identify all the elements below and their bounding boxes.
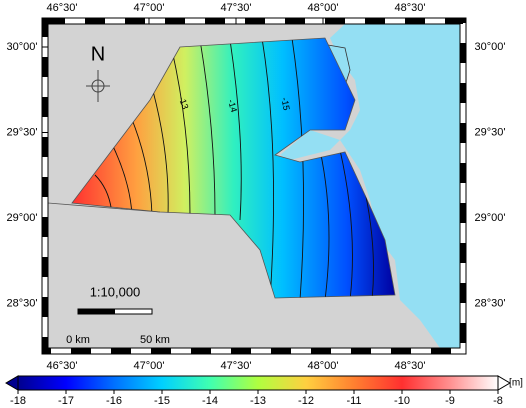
- colorbar-tick-label: -12: [298, 395, 314, 407]
- scale-bar: [77, 308, 153, 315]
- colorbar-tick-label: -14: [202, 395, 218, 407]
- colorbar: [17, 375, 499, 391]
- frame-outer: [41, 17, 467, 355]
- colorbar-tick-label: -15: [154, 395, 170, 407]
- north-label: N: [91, 43, 105, 65]
- lon-label: 47°30': [221, 360, 252, 372]
- lon-label: 48°30': [395, 2, 426, 14]
- contour-label: -15: [280, 97, 292, 112]
- lon-label: 46°30': [47, 360, 78, 372]
- lon-label: 47°30': [221, 2, 252, 14]
- lon-label: 46°30': [47, 2, 78, 14]
- colorbar-low: [5, 375, 19, 391]
- lat-label: 29°30': [475, 126, 506, 138]
- compass: [86, 70, 110, 102]
- colorbar-tick-label: -13: [250, 395, 266, 407]
- colorbar-tick-label: -10: [394, 395, 410, 407]
- contour-label: -14: [226, 98, 239, 113]
- border: [47, 202, 161, 213]
- lat-label: 29°30': [7, 126, 38, 138]
- lon-label: 48°00': [308, 360, 339, 372]
- sea: [280, 24, 460, 348]
- kuwait: [71, 37, 396, 299]
- lat-label: 28°30': [475, 297, 506, 309]
- colorbar-tick-label: -9: [445, 395, 455, 407]
- lon-label: 48°30': [395, 360, 426, 372]
- scale-start: 0 km: [66, 334, 90, 346]
- colorbar-tick-label: -18: [10, 395, 26, 407]
- lat-label: 29°00': [475, 212, 506, 224]
- scale-end: 50 km: [140, 334, 170, 346]
- frame: [42, 18, 466, 354]
- frame-inner: [47, 23, 461, 349]
- contours: [94, 38, 374, 298]
- colorbar-tick-label: -16: [106, 395, 122, 407]
- colorbar-unit: [m]: [509, 378, 523, 389]
- lat-label: 29°00': [7, 212, 38, 224]
- lat-label: 30°00': [475, 41, 506, 53]
- lon-label: 47°00': [134, 360, 165, 372]
- colorbar-tick-label: -11: [346, 395, 361, 407]
- lat-label: 30°00': [7, 41, 38, 53]
- contour-label: -13: [177, 95, 191, 111]
- scale-label: 1:10,000: [90, 284, 141, 299]
- colorbar-tick-label: -8: [493, 395, 503, 407]
- lat-label: 28°30': [7, 297, 38, 309]
- lon-label: 47°00': [134, 2, 165, 14]
- lon-label: 48°00': [308, 2, 339, 14]
- colorbar-tick-label: -17: [58, 395, 74, 407]
